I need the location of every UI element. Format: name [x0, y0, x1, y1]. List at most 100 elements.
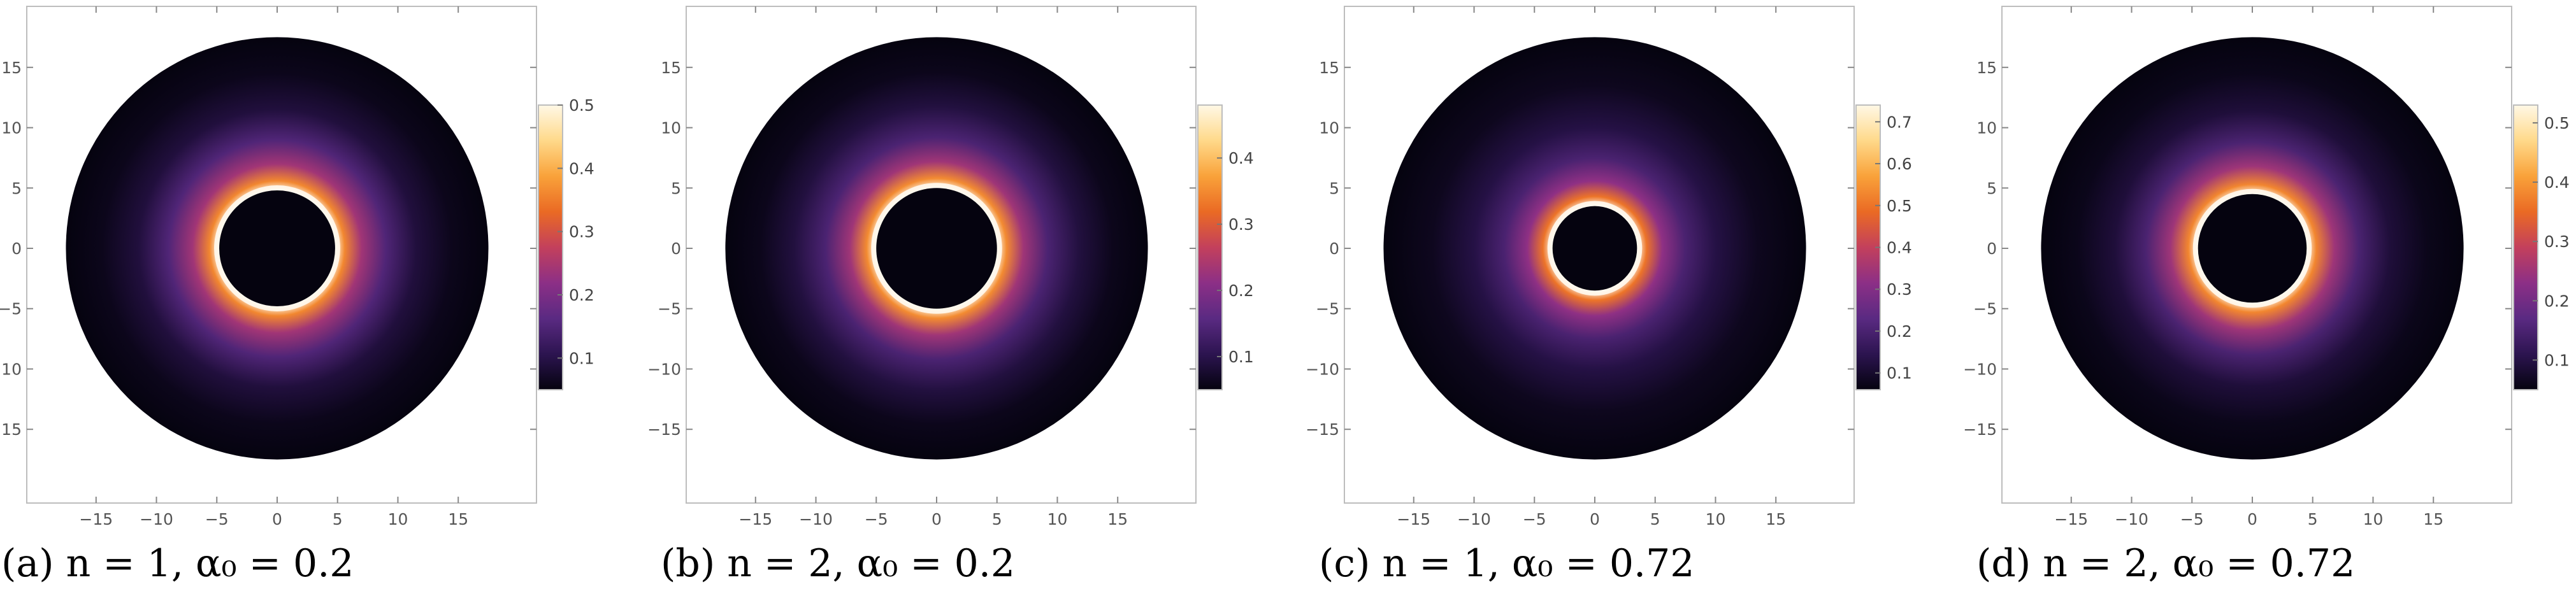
colorbar [538, 104, 563, 390]
colorbar-tick-label: 0.4 [1228, 149, 1254, 167]
y-tick-label: −10 [1963, 360, 1997, 378]
black-hole-shadow [876, 188, 997, 309]
y-tick-label: 0 [671, 239, 681, 258]
x-tick-label: −5 [205, 510, 229, 529]
y-tick-label: 10 [1319, 119, 1339, 138]
colorbar [2513, 104, 2538, 390]
x-tick-label: 15 [448, 510, 468, 529]
colorbar-tick-label: 0.3 [2544, 232, 2570, 251]
x-tick-label: 0 [1590, 510, 1600, 529]
x-tick-label: −10 [1457, 510, 1491, 529]
x-tick-label: 0 [932, 510, 942, 529]
colorbar-tick-label: 0.2 [569, 286, 594, 304]
photon-ring [214, 185, 340, 311]
y-tick-label: −15 [647, 420, 681, 439]
y-tick-label: −5 [0, 300, 22, 318]
y-tick-label: −10 [1306, 360, 1339, 378]
plot-frame [26, 6, 537, 504]
y-tick-label: 5 [1987, 179, 1997, 197]
y-tick-label: 15 [661, 59, 681, 77]
photon-ring [2192, 188, 2312, 308]
y-tick-label: 10 [1976, 119, 1997, 138]
colorbar-tick-label: 0.3 [1228, 215, 1254, 234]
x-tick-label: −10 [2115, 510, 2148, 529]
x-tick-label: 5 [333, 510, 343, 529]
y-tick-label: 0 [11, 239, 22, 258]
plot-frame [686, 6, 1197, 504]
panel-caption: (c) n = 1, α₀ = 0.72 [1319, 541, 1694, 586]
x-tick-label: 10 [1047, 510, 1068, 529]
colorbar-tick-label: 0.4 [2544, 173, 2570, 192]
x-tick-label: −10 [140, 510, 173, 529]
y-tick-label: 5 [1329, 179, 1339, 197]
y-tick-label: −10 [0, 360, 22, 378]
y-tick-label: 10 [661, 119, 681, 138]
x-tick-label: −15 [2054, 510, 2088, 529]
panel-caption: (d) n = 2, α₀ = 0.72 [1976, 541, 2355, 586]
panel-caption: (a) n = 1, α₀ = 0.2 [1, 541, 354, 586]
panel-4: −15 −10 −5 0 5 10 15 −15 −10 −5 0 5 10 15 0.1 0.2 0.3 0.4… [1963, 6, 2570, 586]
colorbar-tick-label: 0.2 [1887, 322, 1912, 341]
x-tick-label: 0 [2247, 510, 2257, 529]
y-tick-label: −5 [1973, 300, 1997, 318]
y-tick-label: 10 [1, 119, 22, 138]
black-hole-shadow [1552, 206, 1637, 291]
x-tick-label: −10 [799, 510, 833, 529]
x-tick-label: −5 [865, 510, 888, 529]
colorbar-tick-label: 0.6 [1887, 155, 1912, 173]
photon-ring [871, 183, 1002, 314]
y-tick-label: 15 [1319, 59, 1339, 77]
colorbar-tick-label: 0.2 [1228, 281, 1254, 300]
colorbar-tick-label: 0.1 [569, 349, 594, 367]
x-tick-label: −15 [1397, 510, 1430, 529]
colorbar-tick-label: 0.5 [1887, 197, 1912, 215]
y-tick-label: 5 [11, 179, 22, 197]
x-tick-label: −5 [2180, 510, 2204, 529]
y-tick-label: 15 [1976, 59, 1997, 77]
colorbar-tick-label: 0.7 [1887, 113, 1912, 131]
x-tick-label: −15 [738, 510, 772, 529]
colorbar-tick-label: 0.3 [569, 223, 594, 241]
colorbar-tick-label: 0.3 [1887, 280, 1912, 299]
x-tick-label: 15 [1766, 510, 1786, 529]
x-tick-label: 5 [1650, 510, 1660, 529]
colorbar [1197, 104, 1223, 390]
colorbar-tick-label: 0.1 [1887, 364, 1912, 383]
black-hole-shadow [219, 190, 335, 306]
y-tick-label: −15 [1306, 420, 1339, 439]
y-tick-label: −5 [658, 300, 681, 318]
colorbar-tick-label: 0.4 [569, 159, 594, 178]
x-tick-label: 15 [2423, 510, 2443, 529]
y-tick-label: 0 [1987, 239, 1997, 258]
photon-ring [1547, 201, 1643, 296]
plot-frame [2001, 6, 2512, 504]
panel-1: −15 −10 −5 0 5 10 15 −15 −10 −5 0 5 10 15 0.1 0.2 0.3 0.4… [0, 6, 594, 586]
x-tick-label: 10 [2363, 510, 2384, 529]
panel-2: −15 −10 −5 0 5 10 15 −15 −10 −5 0 5 10 15 0.1 0.2 0.3 0.4… [647, 6, 1254, 586]
y-tick-label: −15 [0, 420, 22, 439]
y-tick-label: −15 [1963, 420, 1997, 439]
x-tick-label: 10 [1706, 510, 1726, 529]
colorbar-tick-label: 0.5 [569, 96, 594, 115]
panel-caption: (b) n = 2, α₀ = 0.2 [661, 541, 1015, 586]
y-tick-label: −5 [1316, 300, 1339, 318]
y-tick-label: 0 [1329, 239, 1339, 258]
colorbar-tick-label: 0.1 [1228, 348, 1254, 366]
colorbar-tick-label: 0.1 [2544, 351, 2570, 369]
colorbar-tick-label: 0.5 [2544, 114, 2570, 132]
x-tick-label: 5 [2308, 510, 2318, 529]
y-tick-label: 15 [1, 59, 22, 77]
y-tick-label: −10 [647, 360, 681, 378]
colorbar-tick-label: 0.4 [1887, 239, 1912, 257]
plot-frame [1344, 6, 1855, 504]
colorbar-tick-label: 0.2 [2544, 292, 2570, 310]
x-tick-label: −5 [1523, 510, 1546, 529]
x-tick-label: 5 [992, 510, 1002, 529]
x-tick-label: 15 [1107, 510, 1128, 529]
x-tick-label: 0 [272, 510, 282, 529]
x-tick-label: 10 [388, 510, 408, 529]
y-tick-label: 5 [671, 179, 681, 197]
x-tick-label: −15 [79, 510, 113, 529]
panel-3: −15 −10 −5 0 5 10 15 −15 −10 −5 0 5 10 15 0.1 0.2 0.3 0.4… [1306, 6, 1912, 586]
